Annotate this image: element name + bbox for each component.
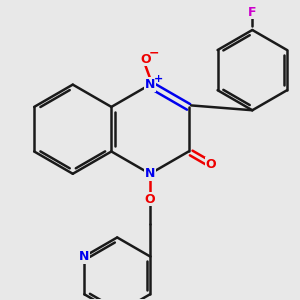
Text: N: N	[145, 78, 155, 91]
Text: N: N	[79, 250, 89, 263]
Text: N: N	[145, 167, 155, 180]
Text: +: +	[154, 74, 163, 84]
Text: O: O	[205, 158, 216, 171]
Text: O: O	[145, 193, 155, 206]
Text: O: O	[140, 53, 151, 66]
Text: −: −	[148, 47, 159, 60]
Text: F: F	[248, 6, 256, 19]
